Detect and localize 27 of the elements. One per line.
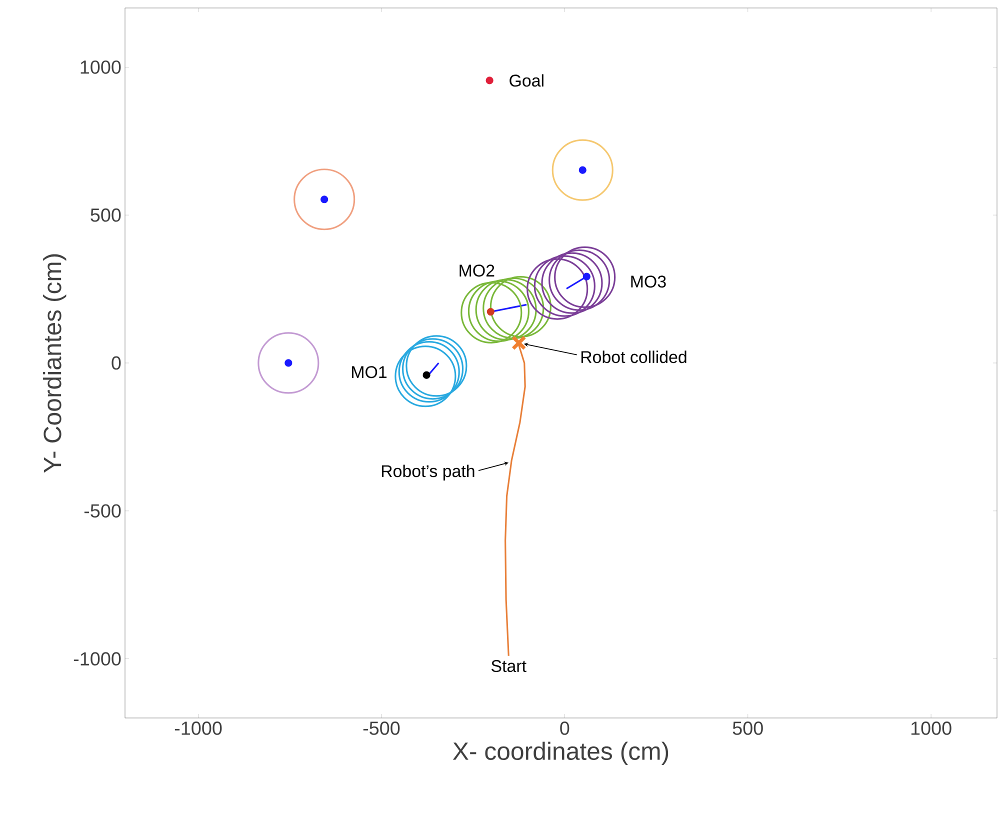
- x-tick-label: -1000: [174, 722, 222, 735]
- annotation: Robot collided: [581, 350, 686, 364]
- annotation: Robot’s path: [382, 464, 474, 480]
- point: [578, 166, 586, 174]
- x-tick-label: 1000: [911, 722, 952, 735]
- annotation: Goal: [510, 74, 544, 87]
- y-axis-title: Y- Coordiantes (cm): [43, 254, 66, 473]
- point: [582, 272, 590, 280]
- annotation: MO2: [460, 264, 494, 277]
- annotation: Start: [492, 660, 526, 672]
- annotation: MO3: [631, 276, 666, 288]
- y-tick-label: 500: [90, 208, 121, 222]
- point: [422, 371, 430, 379]
- y-tick-label: 1000: [80, 60, 121, 74]
- x-axis-title: X- coordinates (cm): [452, 742, 668, 765]
- point: [284, 359, 292, 367]
- point: [511, 335, 526, 350]
- y-tick-label: 0: [112, 356, 121, 370]
- point: [486, 76, 494, 84]
- y-tick-label: -500: [84, 504, 121, 518]
- point: [486, 308, 494, 316]
- x-tick-label: 0: [560, 722, 570, 735]
- annotation: MO1: [352, 366, 387, 378]
- y-tick-label: -1000: [74, 652, 121, 666]
- x-tick-label: 500: [732, 722, 763, 735]
- x-tick-label: -500: [363, 722, 400, 735]
- point: [320, 196, 328, 204]
